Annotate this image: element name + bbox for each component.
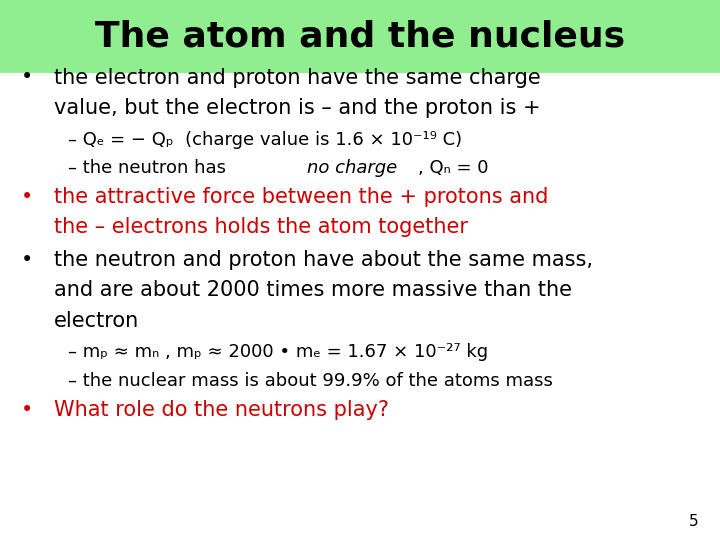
Text: the electron and proton have the same charge: the electron and proton have the same ch… (54, 68, 541, 87)
Text: the attractive force between the + protons and: the attractive force between the + proto… (54, 187, 549, 207)
Text: – mₚ ≈ mₙ , mₚ ≈ 2000 • mₑ = 1.67 × 10⁻²⁷ kg: – mₚ ≈ mₙ , mₚ ≈ 2000 • mₑ = 1.67 × 10⁻²… (68, 343, 489, 361)
Text: •: • (21, 187, 34, 207)
Text: The atom and the nucleus: The atom and the nucleus (95, 19, 625, 53)
Text: – the nuclear mass is about 99.9% of the atoms mass: – the nuclear mass is about 99.9% of the… (68, 372, 553, 389)
Text: •: • (21, 68, 34, 87)
Text: – Qₑ = − Qₚ  (charge value is 1.6 × 10⁻¹⁹ C): – Qₑ = − Qₚ (charge value is 1.6 × 10⁻¹⁹… (68, 131, 462, 149)
Text: What role do the neutrons play?: What role do the neutrons play? (54, 400, 389, 420)
FancyBboxPatch shape (0, 0, 720, 73)
Text: 5: 5 (689, 514, 698, 529)
Text: •: • (21, 400, 34, 420)
Text: no charge: no charge (307, 159, 397, 177)
Text: , Qₙ = 0: , Qₙ = 0 (418, 159, 488, 177)
Text: the neutron and proton have about the same mass,: the neutron and proton have about the sa… (54, 250, 593, 270)
Text: electron: electron (54, 310, 139, 330)
Text: value, but the electron is – and the proton is +: value, but the electron is – and the pro… (54, 98, 541, 118)
Text: •: • (21, 250, 34, 270)
Text: – the neutron has: – the neutron has (68, 159, 232, 177)
Text: and are about 2000 times more massive than the: and are about 2000 times more massive th… (54, 280, 572, 300)
Text: the – electrons holds the atom together: the – electrons holds the atom together (54, 217, 468, 237)
